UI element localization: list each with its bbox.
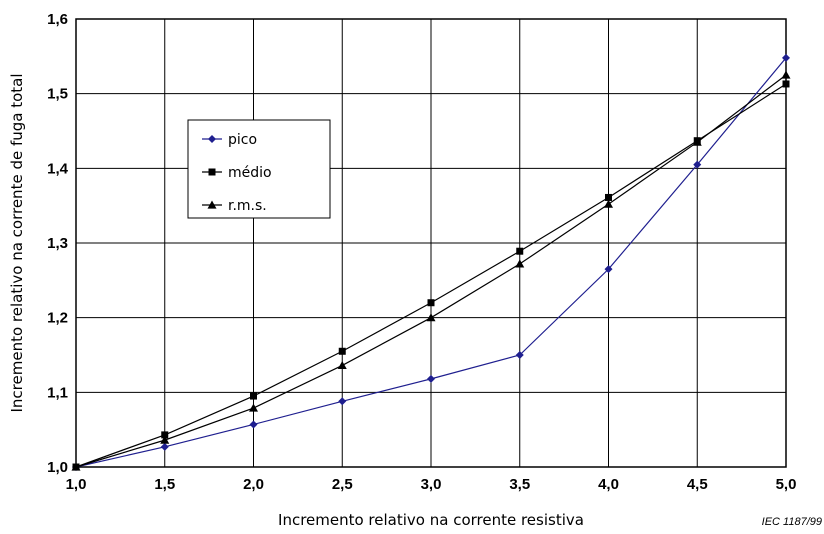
data-point <box>250 392 257 400</box>
x-tick-label: 3,5 <box>509 476 530 493</box>
data-point <box>782 80 790 88</box>
data-point <box>337 360 347 370</box>
grid <box>75 18 787 468</box>
data-point <box>693 160 702 169</box>
x-axis-label: Incremento relativo na corrente resistiv… <box>278 511 584 529</box>
legend-label: médio <box>228 165 272 181</box>
data-point <box>249 420 258 429</box>
x-tick-labels: 1,0 1,5 2,0 2,5 3,0 3,5 4,0 4,5 5,0 <box>66 476 797 493</box>
data-point <box>604 199 613 208</box>
data-point <box>426 313 436 322</box>
source-note: IEC 1187/99 <box>762 516 822 528</box>
x-tick-label: 2,5 <box>332 476 353 493</box>
legend-label: r.m.s. <box>228 198 267 214</box>
x-tick-label: 4,5 <box>687 476 708 493</box>
series-0 <box>72 53 790 471</box>
x-tick-label: 5,0 <box>776 476 797 493</box>
plot-frame <box>75 18 787 468</box>
legend-label: pico <box>228 132 257 148</box>
data-point <box>515 351 524 359</box>
data-point <box>515 259 525 268</box>
legend-item: médio <box>202 165 272 181</box>
y-tick-label: 1,5 <box>47 86 68 103</box>
data-point <box>249 403 258 412</box>
data-point <box>692 137 702 146</box>
legend: pico médio r.m.s. <box>187 119 331 219</box>
data-point <box>160 435 170 444</box>
x-tick-label: 2,0 <box>243 476 264 493</box>
data-point <box>338 347 346 355</box>
data-point <box>782 53 790 62</box>
data-point <box>781 70 791 79</box>
y-tick-labels: 1,0 1,1 1,2 1,3 1,4 1,5 1,6 <box>47 11 69 476</box>
data-point <box>516 247 524 255</box>
y-tick-label: 1,6 <box>47 11 68 28</box>
series-layer <box>71 53 791 471</box>
legend-swatch-marker <box>208 168 216 176</box>
x-tick-label: 1,5 <box>154 476 175 493</box>
data-point <box>160 442 169 451</box>
y-tick-label: 1,3 <box>47 235 68 252</box>
y-axis-label: Incremento relativo na corrente de fuga … <box>8 73 26 412</box>
data-point <box>161 431 169 439</box>
data-point <box>605 193 612 201</box>
data-point <box>604 265 613 274</box>
legend-item: pico <box>202 132 257 148</box>
x-tick-label: 1,0 <box>66 476 87 493</box>
x-tick-label: 4,0 <box>598 476 619 493</box>
y-tick-label: 1,1 <box>47 384 68 401</box>
data-point <box>338 397 347 406</box>
series-2 <box>71 70 791 471</box>
y-tick-label: 1,2 <box>47 310 68 327</box>
data-point <box>427 374 435 383</box>
y-tick-label: 1,4 <box>47 160 69 177</box>
legend-swatch-marker <box>207 200 217 209</box>
legend-swatch-marker <box>208 135 216 143</box>
data-point <box>71 462 81 471</box>
legend-item: r.m.s. <box>202 198 267 214</box>
x-tick-label: 3,0 <box>421 476 442 493</box>
y-tick-label: 1,0 <box>47 459 68 476</box>
data-point <box>427 299 435 307</box>
